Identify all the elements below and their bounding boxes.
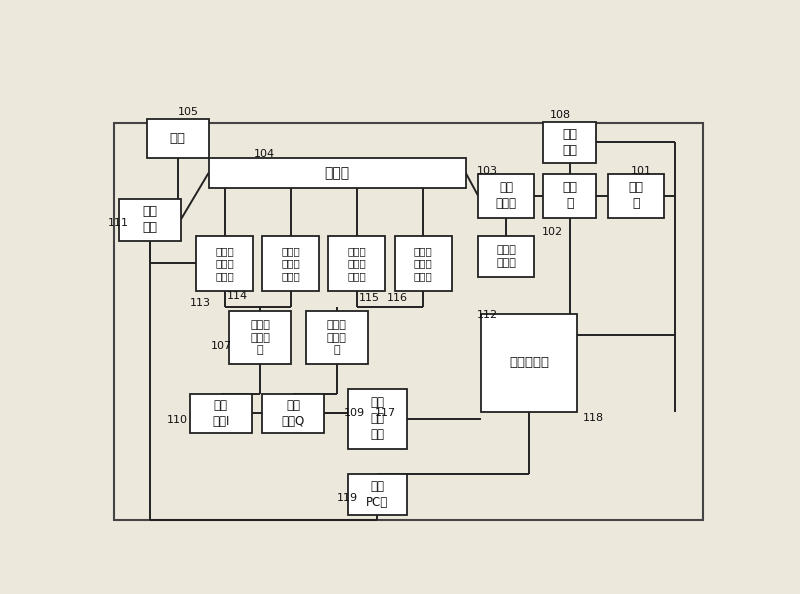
FancyBboxPatch shape (543, 122, 596, 163)
Text: 锁相
环: 锁相 环 (629, 181, 644, 210)
Text: 微带线: 微带线 (325, 166, 350, 180)
Text: 基带处理器: 基带处理器 (510, 356, 550, 369)
FancyBboxPatch shape (209, 158, 466, 188)
FancyBboxPatch shape (478, 174, 534, 217)
Text: 103: 103 (477, 166, 498, 176)
Text: 天线: 天线 (170, 132, 186, 146)
Text: 104: 104 (254, 148, 275, 159)
FancyBboxPatch shape (348, 474, 407, 515)
Text: 107: 107 (210, 341, 231, 350)
Text: 116: 116 (386, 293, 407, 303)
Text: 118: 118 (582, 413, 603, 423)
Text: 113: 113 (190, 298, 211, 308)
FancyBboxPatch shape (394, 236, 451, 291)
Text: 109: 109 (344, 409, 365, 418)
FancyBboxPatch shape (328, 236, 386, 291)
Text: 接收
信号I: 接收 信号I (212, 399, 230, 428)
Text: 119: 119 (337, 492, 358, 503)
Text: 功放使
能信号: 功放使 能信号 (496, 245, 516, 268)
FancyBboxPatch shape (196, 236, 253, 291)
FancyBboxPatch shape (348, 389, 407, 448)
Text: 101: 101 (630, 166, 652, 176)
Text: 第一差
分放大
器: 第一差 分放大 器 (250, 320, 270, 355)
Text: 第一二
级管检
波电路: 第一二 级管检 波电路 (215, 246, 234, 281)
FancyBboxPatch shape (478, 236, 534, 277)
Text: 混频
器: 混频 器 (562, 181, 577, 210)
Text: 117: 117 (374, 409, 396, 418)
Text: 111: 111 (107, 218, 129, 228)
Text: 第二差
分放大
器: 第二差 分放大 器 (327, 320, 346, 355)
FancyBboxPatch shape (262, 394, 325, 432)
Text: 接收
信号Q: 接收 信号Q (282, 399, 305, 428)
Text: 上端
PC机: 上端 PC机 (366, 480, 389, 509)
Text: 108: 108 (550, 110, 571, 120)
Text: 模数
转换
芋片: 模数 转换 芋片 (370, 396, 385, 441)
Text: 115: 115 (359, 293, 380, 303)
FancyBboxPatch shape (118, 200, 181, 241)
FancyBboxPatch shape (190, 394, 252, 432)
Text: 112: 112 (477, 309, 498, 320)
FancyBboxPatch shape (543, 174, 596, 217)
FancyBboxPatch shape (146, 119, 209, 158)
FancyBboxPatch shape (262, 236, 319, 291)
Text: 多路
开关: 多路 开关 (142, 206, 157, 235)
FancyBboxPatch shape (306, 311, 368, 364)
FancyBboxPatch shape (608, 174, 664, 217)
Text: 第三二
级管检
波电路: 第三二 级管检 波电路 (347, 246, 366, 281)
Text: 110: 110 (167, 415, 188, 425)
Text: 114: 114 (227, 291, 248, 301)
FancyBboxPatch shape (229, 311, 291, 364)
Text: 发射
信号: 发射 信号 (562, 128, 577, 157)
Text: 105: 105 (178, 108, 199, 118)
Text: 功率
放大器: 功率 放大器 (496, 181, 517, 210)
Text: 102: 102 (542, 228, 562, 237)
Text: 第四二
级管检
波电路: 第四二 级管检 波电路 (414, 246, 432, 281)
Text: 第二二
级管检
波电路: 第二二 级管检 波电路 (282, 246, 300, 281)
FancyBboxPatch shape (482, 314, 578, 412)
